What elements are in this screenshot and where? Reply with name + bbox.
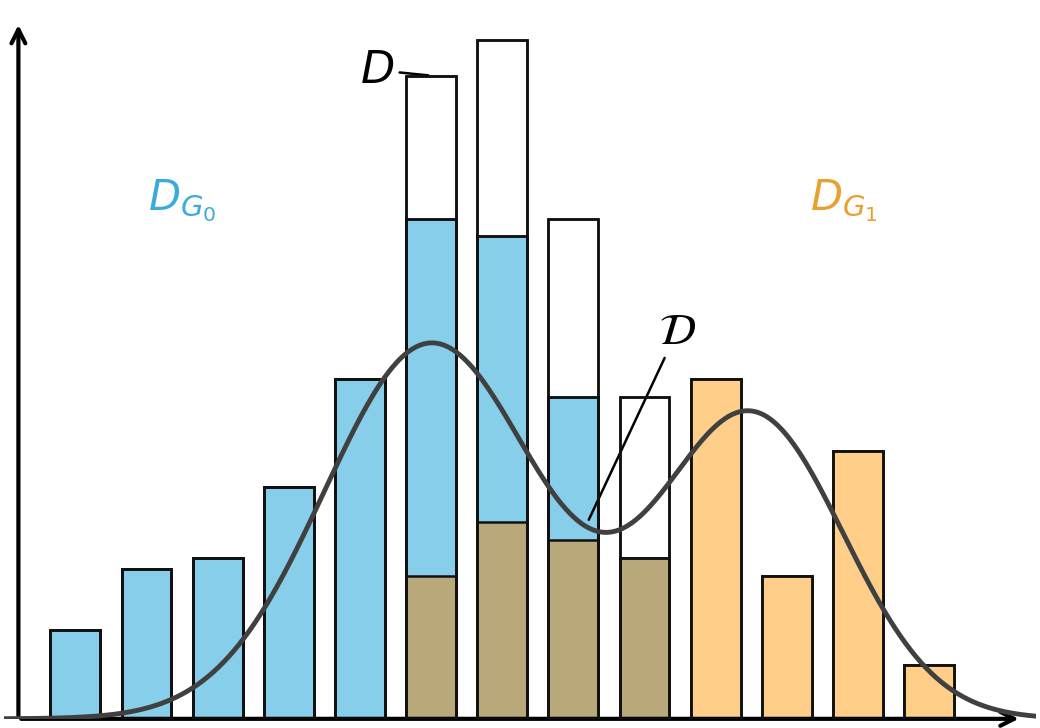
Bar [833,451,883,719]
Bar [691,379,740,719]
Bar [548,218,598,719]
Bar [50,630,100,719]
Bar [620,558,670,719]
Bar [548,397,598,719]
Bar [620,558,670,719]
Bar [904,665,954,719]
Bar [335,379,385,719]
Bar [691,379,740,719]
Bar [335,379,385,719]
Bar [122,569,172,719]
Text: $D_{G_1}$: $D_{G_1}$ [810,178,878,224]
Bar [477,522,527,719]
Bar [122,569,172,719]
Bar [833,451,883,719]
Bar [192,558,242,719]
Bar [477,522,527,719]
Bar [620,558,670,719]
Bar [192,558,242,719]
Bar [407,576,456,719]
Bar [264,486,314,719]
Bar [122,569,172,719]
Bar [762,576,811,719]
Bar [407,576,456,719]
Bar [904,665,954,719]
Bar [192,558,242,719]
Bar [335,379,385,719]
Bar [407,218,456,719]
Bar [620,397,670,719]
Bar [548,540,598,719]
Bar [620,397,670,719]
Bar [477,237,527,719]
Bar [620,558,670,719]
Bar [50,630,100,719]
Bar [264,486,314,719]
Bar [407,76,456,719]
Text: $D$: $D$ [360,49,428,92]
Bar [762,576,811,719]
Bar [548,397,598,719]
Bar [548,540,598,719]
Bar [477,40,527,719]
Text: $D_{G_0}$: $D_{G_0}$ [148,178,216,223]
Bar [407,218,456,719]
Bar [833,451,883,719]
Bar [904,665,954,719]
Bar [335,379,385,719]
Bar [50,630,100,719]
Bar [264,486,314,719]
Bar [407,76,456,719]
Bar [762,576,811,719]
Bar [477,237,527,719]
Bar [548,218,598,719]
Bar [691,379,740,719]
Bar [50,630,100,719]
Bar [122,569,172,719]
Text: $\mathcal{D}$: $\mathcal{D}$ [589,309,696,520]
Bar [192,558,242,719]
Bar [264,486,314,719]
Bar [477,40,527,719]
